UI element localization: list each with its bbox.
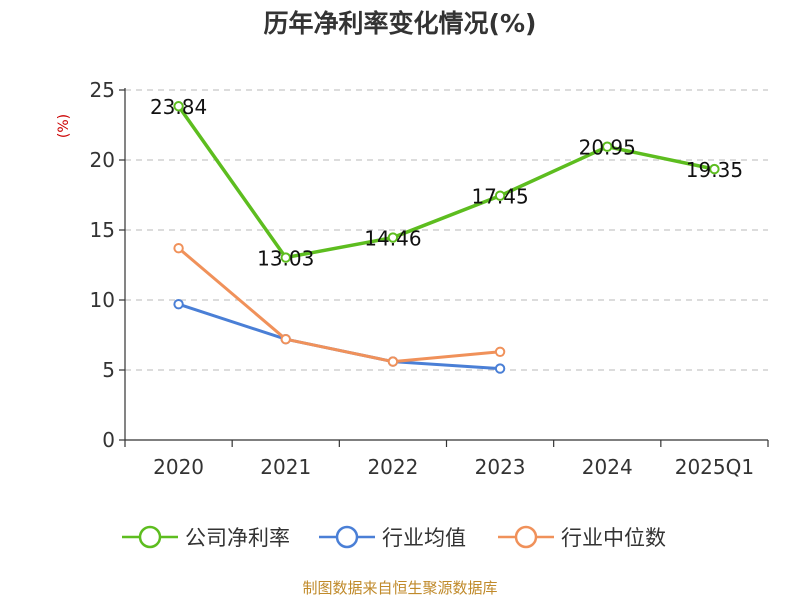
y-axis-label: (%) (56, 114, 72, 138)
y-tick-label: 0 (102, 428, 115, 452)
x-axis: 2020 2021 2022 2023 2024 2025Q1 (124, 439, 769, 479)
data-label: 14.46 (364, 227, 421, 251)
x-tick-label: 2022 (367, 455, 418, 479)
legend: 公司净利率 行业均值 行业中位数 (122, 525, 666, 550)
y-tick-label: 10 (90, 288, 115, 312)
data-label: 13.03 (257, 247, 314, 271)
legend-label: 行业中位数 (561, 526, 666, 550)
data-point (280, 252, 291, 263)
data-point (280, 334, 291, 345)
legend-label: 公司净利率 (185, 526, 290, 550)
data-point (173, 299, 184, 310)
data-point (387, 356, 399, 367)
data-point (602, 141, 613, 152)
data-label: 17.45 (471, 185, 528, 209)
data-label: 23.84 (150, 95, 207, 119)
x-tick-label: 2024 (582, 455, 633, 479)
data-point (387, 232, 399, 243)
data-label: 19.35 (686, 158, 743, 182)
data-point (173, 243, 184, 254)
legend-item-2[interactable]: 行业中位数 (498, 525, 666, 550)
legend-swatch-marker (138, 525, 162, 549)
grid-lines (125, 89, 768, 371)
data-point (494, 346, 506, 357)
x-tick-label: 2023 (475, 455, 526, 479)
series-line (177, 246, 502, 364)
data-point (494, 190, 506, 201)
series-2 (173, 243, 506, 367)
series-line (177, 302, 502, 371)
data-label: 20.95 (579, 136, 636, 160)
series-line (176, 104, 717, 260)
legend-swatch-marker (335, 525, 359, 549)
series-1 (173, 299, 506, 374)
y-tick-label: 5 (102, 358, 115, 382)
y-axis: 0 5 10 15 20 25 (90, 78, 126, 452)
x-tick-label: 2021 (260, 455, 311, 479)
data-point (709, 163, 720, 175)
legend-swatch-marker (514, 525, 538, 549)
legend-item-1[interactable]: 行业均值 (319, 525, 466, 550)
data-point (173, 101, 184, 112)
chart-title: 历年净利率变化情况(%) (264, 9, 537, 38)
y-tick-label: 25 (90, 78, 115, 102)
data-source-footer: 制图数据来自恒生聚源数据库 (302, 579, 497, 597)
data-point (494, 363, 506, 374)
y-tick-label: 15 (90, 218, 115, 242)
x-tick-label: 2020 (153, 455, 204, 479)
series-0: 23.84 13.03 14.46 17.45 20.95 19.35 (150, 95, 743, 270)
plot-area: 23.84 13.03 14.46 17.45 20.95 19.35 (150, 95, 743, 374)
y-tick-label: 20 (90, 148, 115, 172)
legend-label: 行业均值 (382, 526, 466, 550)
x-tick-label: 2025Q1 (675, 455, 754, 479)
legend-item-0[interactable]: 公司净利率 (122, 525, 290, 550)
